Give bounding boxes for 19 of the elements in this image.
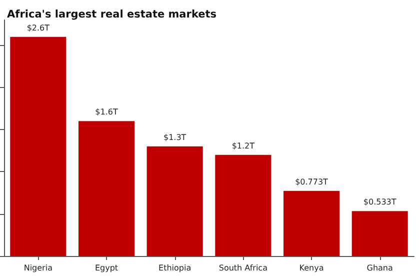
bar <box>352 211 408 256</box>
x-tick-label: Ghana <box>366 264 393 272</box>
data-label: $1.2T <box>232 141 255 150</box>
data-label: $0.773T <box>295 177 328 186</box>
x-tick-label: Ethiopia <box>158 264 192 272</box>
x-tick-label: Egypt <box>94 264 118 272</box>
bar <box>146 146 203 256</box>
data-label: $0.533T <box>363 198 396 207</box>
data-label: $2.6T <box>26 23 50 32</box>
x-tick-label: Kenya <box>299 264 324 272</box>
bar <box>283 190 340 256</box>
data-label: $1.3T <box>163 132 186 142</box>
x-tick-label: South Africa <box>218 264 268 272</box>
data-label: $1.6T <box>95 108 118 117</box>
x-tick-label: Nigeria <box>24 264 53 272</box>
bar <box>215 154 272 256</box>
chart-title: Africa's largest real estate markets <box>7 8 217 20</box>
bar <box>10 36 66 256</box>
bar <box>78 121 135 256</box>
